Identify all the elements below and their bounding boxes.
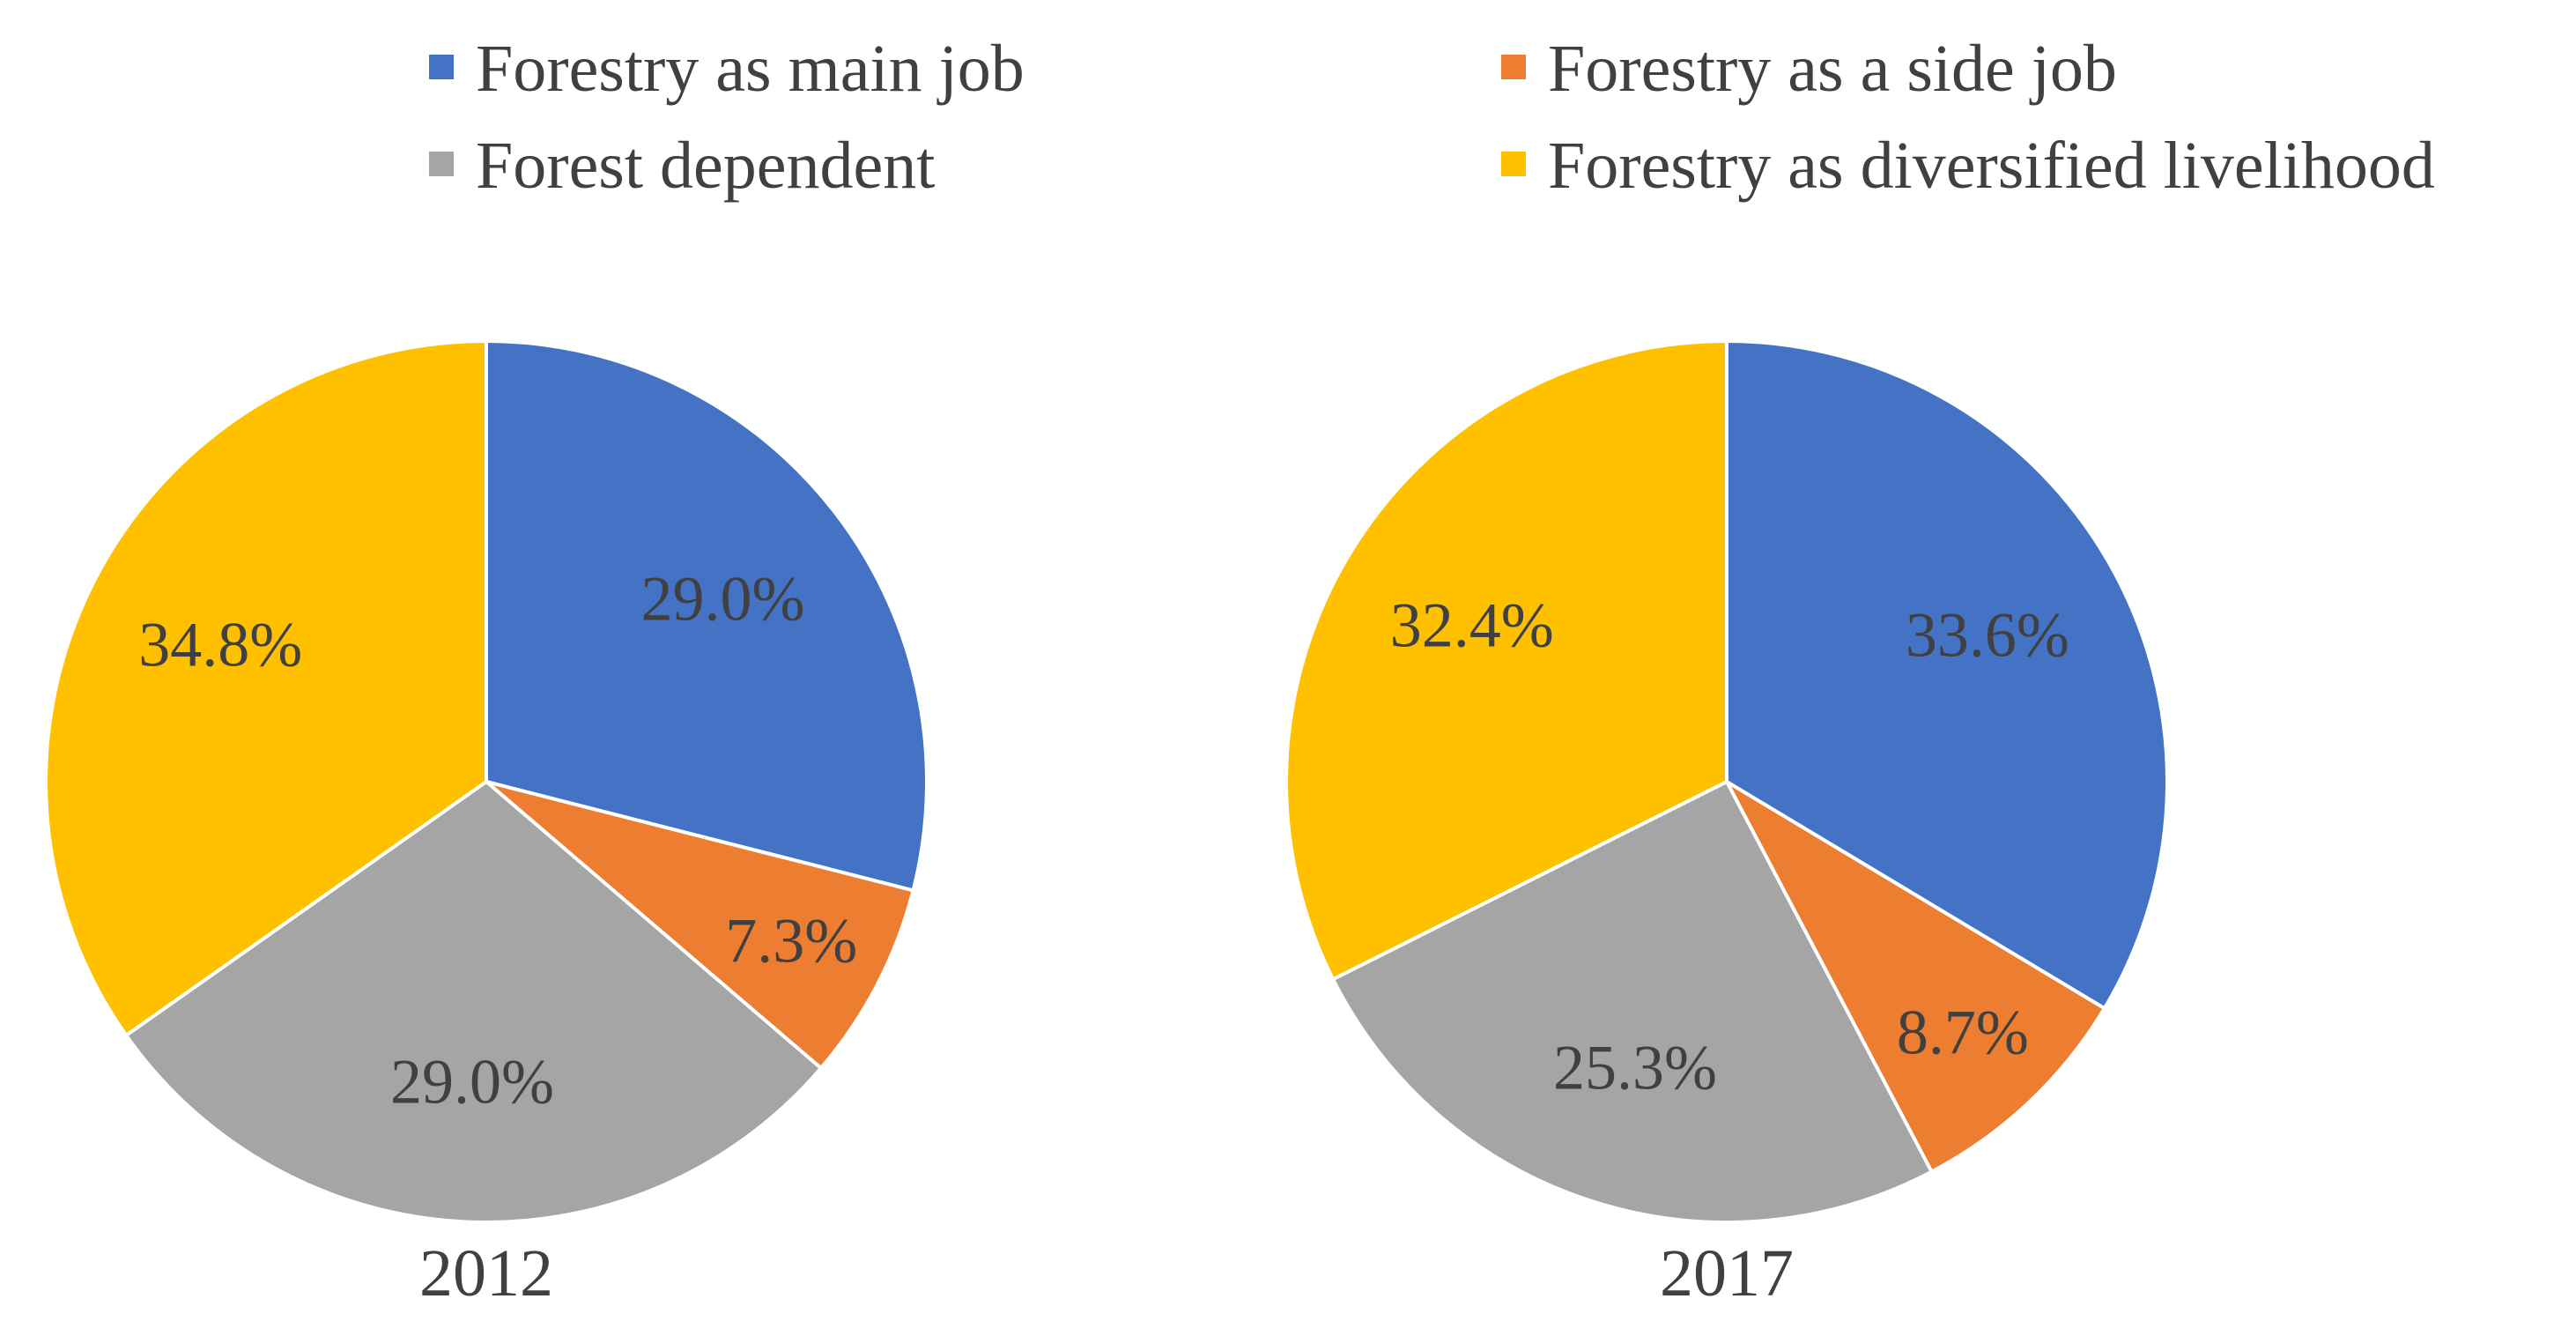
- pie-2012-label-side-job: 7.3%: [725, 906, 857, 976]
- pie-2017-labels: 33.6% 8.7% 25.3% 32.4%: [1390, 590, 2069, 1102]
- pie-2017-slices: [1284, 339, 2169, 1225]
- pie-2017-title: 2017: [1660, 1236, 1794, 1310]
- pie-2012-slice-forest-dependent: [124, 780, 823, 1224]
- legend-item-side-job: Forestry as a side job: [1501, 32, 2117, 106]
- legend-label-forest-dependent: Forest dependent: [476, 129, 935, 203]
- pie-2017-slice-diversified-livelihood: [1284, 339, 1728, 982]
- pie-2017-label-side-job: 8.7%: [1897, 998, 2029, 1068]
- pie-chart-2012: 29.0% 7.3% 29.0% 34.8% 2012: [44, 339, 929, 1310]
- pie-2012-label-forest-dependent: 29.0%: [390, 1047, 554, 1117]
- pie-2012-slice-side-job: [485, 780, 915, 1071]
- pie-2012-label-main-job: 29.0%: [641, 563, 805, 634]
- pie-2017-slice-side-job: [1725, 780, 2106, 1174]
- legend-label-diversified-livelihood: Forestry as diversified livelihood: [1548, 129, 2435, 203]
- pie-2012-title: 2012: [419, 1236, 553, 1310]
- legend-label-main-job: Forestry as main job: [476, 32, 1025, 106]
- legend-swatch-side-job: [1501, 55, 1526, 79]
- legend-label-side-job: Forestry as a side job: [1548, 32, 2117, 106]
- pie-2017-slice-forest-dependent: [1331, 780, 1934, 1225]
- pie-2012-slice-main-job: [485, 339, 929, 893]
- pie-2017-slice-main-job: [1725, 339, 2169, 1011]
- legend-item-diversified-livelihood: Forestry as diversified livelihood: [1501, 129, 2435, 203]
- legend-item-forest-dependent: Forest dependent: [429, 129, 935, 203]
- pie-2012-labels: 29.0% 7.3% 29.0% 34.8%: [138, 563, 857, 1117]
- legend-swatch-diversified-livelihood: [1501, 152, 1526, 176]
- pie-2012-label-diversified-livelihood: 34.8%: [138, 609, 302, 679]
- legend-item-main-job: Forestry as main job: [429, 32, 1025, 106]
- pie-2012-slice-diversified-livelihood: [44, 339, 488, 1037]
- pie-2017-label-diversified-livelihood: 32.4%: [1390, 590, 1554, 660]
- legend-swatch-forest-dependent: [429, 152, 454, 176]
- pie-2017-label-forest-dependent: 25.3%: [1553, 1033, 1717, 1103]
- pie-chart-2017: 33.6% 8.7% 25.3% 32.4% 2017: [1284, 339, 2169, 1310]
- pie-2012-slices: [44, 339, 929, 1224]
- legend: Forestry as main job Forestry as a side …: [429, 32, 2435, 203]
- pie-2017-label-main-job: 33.6%: [1906, 600, 2069, 671]
- legend-swatch-main-job: [429, 55, 454, 79]
